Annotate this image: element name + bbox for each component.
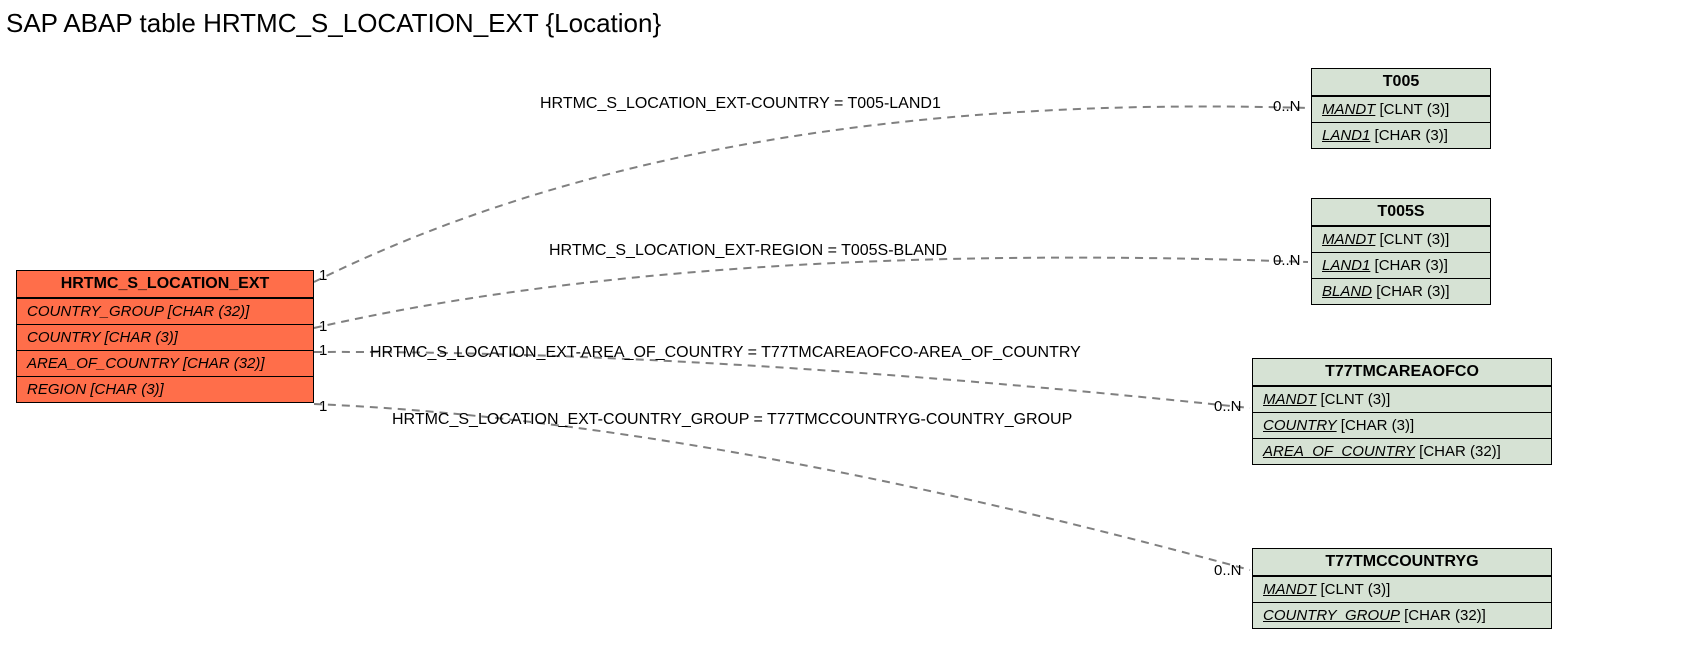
- main-table: HRTMC_S_LOCATION_EXT COUNTRY_GROUP [CHAR…: [16, 270, 314, 403]
- ref-table-0-field-1: LAND1 [CHAR (3)]: [1312, 122, 1490, 148]
- ref-table-2: T77TMCAREAOFCO MANDT [CLNT (3)] COUNTRY …: [1252, 358, 1552, 465]
- card-left-1: 1: [319, 318, 327, 335]
- card-right-1: 0..N: [1273, 252, 1301, 269]
- card-left-0: 1: [319, 267, 327, 284]
- diagram-stage: SAP ABAP table HRTMC_S_LOCATION_EXT {Loc…: [0, 0, 1681, 649]
- ref-table-2-header: T77TMCAREAOFCO: [1253, 359, 1551, 386]
- edge-label-1: HRTMC_S_LOCATION_EXT-REGION = T005S-BLAN…: [549, 242, 947, 260]
- ref-table-2-field-2: AREA_OF_COUNTRY [CHAR (32)]: [1253, 438, 1551, 464]
- ref-table-1-field-2: BLAND [CHAR (3)]: [1312, 278, 1490, 304]
- ref-table-1-field-0: MANDT [CLNT (3)]: [1312, 226, 1490, 252]
- edge-label-2: HRTMC_S_LOCATION_EXT-AREA_OF_COUNTRY = T…: [370, 344, 1081, 362]
- edge-2: [314, 258, 1308, 328]
- ref-table-0-field-0: MANDT [CLNT (3)]: [1312, 96, 1490, 122]
- ref-table-0-header: T005: [1312, 69, 1490, 96]
- ref-table-0: T005 MANDT [CLNT (3)] LAND1 [CHAR (3)]: [1311, 68, 1491, 149]
- edge-label-3: HRTMC_S_LOCATION_EXT-COUNTRY_GROUP = T77…: [392, 411, 1072, 429]
- card-right-2: 0..N: [1214, 398, 1242, 415]
- ref-table-1-field-1: LAND1 [CHAR (3)]: [1312, 252, 1490, 278]
- ref-table-3-field-0: MANDT [CLNT (3)]: [1253, 576, 1551, 602]
- ref-table-2-field-1: COUNTRY [CHAR (3)]: [1253, 412, 1551, 438]
- ref-table-1: T005S MANDT [CLNT (3)] LAND1 [CHAR (3)] …: [1311, 198, 1491, 305]
- main-field-2: AREA_OF_COUNTRY [CHAR (32)]: [17, 350, 313, 376]
- main-field-1: COUNTRY [CHAR (3)]: [17, 324, 313, 350]
- ref-table-3: T77TMCCOUNTRYG MANDT [CLNT (3)] COUNTRY_…: [1252, 548, 1552, 629]
- edge-label-0: HRTMC_S_LOCATION_EXT-COUNTRY = T005-LAND…: [540, 95, 941, 113]
- ref-table-1-header: T005S: [1312, 199, 1490, 226]
- main-field-3: REGION [CHAR (3)]: [17, 376, 313, 402]
- card-left-2: 1: [319, 342, 327, 359]
- main-table-header: HRTMC_S_LOCATION_EXT: [17, 271, 313, 298]
- ref-table-2-field-0: MANDT [CLNT (3)]: [1253, 386, 1551, 412]
- card-right-3: 0..N: [1214, 562, 1242, 579]
- ref-table-3-header: T77TMCCOUNTRYG: [1253, 549, 1551, 576]
- ref-table-3-field-1: COUNTRY_GROUP [CHAR (32)]: [1253, 602, 1551, 628]
- card-right-0: 0..N: [1273, 98, 1301, 115]
- card-left-3: 1: [319, 398, 327, 415]
- main-field-0: COUNTRY_GROUP [CHAR (32)]: [17, 298, 313, 324]
